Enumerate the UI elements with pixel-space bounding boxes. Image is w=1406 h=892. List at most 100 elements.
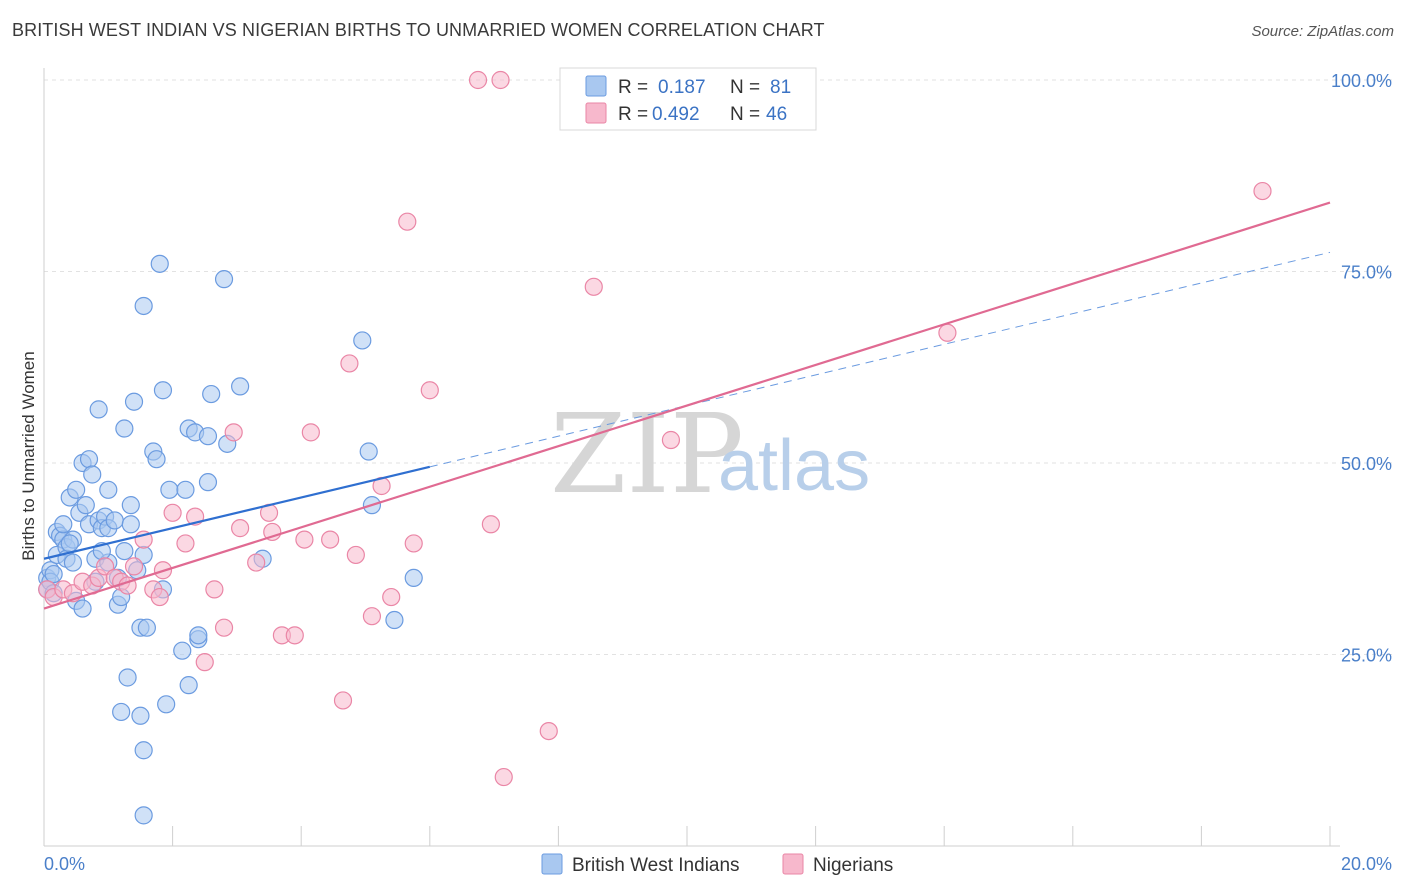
data-point [491, 70, 510, 90]
axes [43, 68, 1340, 847]
data-point [404, 568, 423, 588]
legend-r-label-2: R = [618, 104, 648, 125]
data-point [179, 676, 198, 695]
legend-n-label-2: N = [730, 104, 760, 125]
data-point [115, 541, 134, 561]
data-point [134, 741, 153, 760]
y-axis-title: Births to Unmarried Women [19, 351, 38, 560]
data-point [231, 519, 250, 538]
data-point [150, 254, 169, 273]
data-point [539, 721, 558, 741]
data-point [285, 626, 304, 645]
trend-lines [43, 201, 1331, 610]
x-tick-label-max: 20.0% [1341, 854, 1392, 874]
y-tick-label: 75.0% [1341, 263, 1392, 283]
data-point [176, 534, 195, 553]
x-ticks [43, 826, 1331, 846]
data-point [112, 702, 131, 722]
data-point [1253, 181, 1272, 201]
source-label: Source: ZipAtlas.com [1251, 23, 1394, 40]
data-point [121, 515, 140, 534]
data-point [147, 450, 166, 469]
series-legend-swatch-nigerians [782, 853, 804, 875]
data-point [938, 323, 957, 342]
data-point [584, 277, 603, 296]
data-point [160, 480, 179, 499]
data-point [115, 419, 134, 438]
data-point [494, 767, 513, 787]
series-legend-label-british-west-indians: British West Indians [572, 855, 740, 876]
data-point [63, 553, 83, 572]
data-point [150, 587, 169, 607]
x-tick-label-min: 0.0% [44, 854, 85, 874]
data-point [198, 473, 218, 492]
data-point [385, 610, 404, 630]
data-point [124, 557, 144, 576]
legend-n-value-2: 46 [766, 104, 787, 125]
data-point [67, 480, 86, 499]
y-tick-labels: 25.0% 50.0% 75.0% 100.0% [1331, 71, 1392, 666]
data-point [137, 618, 156, 637]
data-point [295, 530, 314, 549]
data-point [73, 599, 92, 618]
data-point [60, 534, 79, 553]
data-point [362, 607, 382, 626]
data-point [44, 564, 63, 584]
data-point [404, 534, 423, 553]
data-point [173, 641, 192, 660]
data-point [83, 465, 102, 484]
data-point [124, 392, 144, 411]
data-point [214, 618, 234, 637]
data-point [202, 384, 221, 404]
series-legend: British West Indians Nigerians [541, 853, 893, 876]
watermark-atlas: atlas [718, 426, 870, 506]
y-tick-label: 25.0% [1341, 646, 1392, 666]
series-british-west-indians [38, 254, 423, 825]
data-point [247, 553, 266, 572]
data-point [99, 480, 118, 499]
data-point [340, 354, 359, 373]
data-point [359, 442, 378, 461]
data-point [321, 530, 340, 549]
data-point [333, 691, 353, 710]
data-point [54, 515, 73, 534]
data-point [481, 515, 500, 534]
data-point [134, 806, 153, 825]
trend-line-british-west-indians [43, 465, 431, 560]
data-point [468, 70, 488, 90]
chart-title: BRITISH WEST INDIAN VS NIGERIAN BIRTHS T… [12, 20, 825, 40]
data-point [89, 400, 108, 419]
legend-r-value-1: 0.187 [658, 77, 706, 98]
legend: R = 0.187 N = 81 R = 0.492 N = 46 [559, 67, 817, 131]
trend-line-extension-british-west-indians [429, 251, 1331, 468]
series-legend-label-nigerians: Nigerians [813, 855, 893, 876]
series-legend-swatch-british-west-indians [541, 853, 563, 875]
data-point [118, 668, 137, 687]
data-point [153, 381, 173, 400]
data-point [398, 212, 417, 231]
data-point [198, 427, 218, 446]
data-point [382, 587, 401, 607]
y-tick-label: 100.0% [1331, 71, 1392, 91]
legend-swatch-nigerians [585, 102, 607, 124]
data-point [195, 653, 214, 672]
y-tick-label: 50.0% [1341, 454, 1392, 474]
data-point [121, 496, 140, 515]
legend-r-value-2: 0.492 [652, 104, 700, 125]
legend-r-label-1: R = [618, 77, 648, 98]
data-point [661, 430, 681, 450]
data-point [231, 377, 250, 396]
series-nigerians [38, 70, 1272, 787]
data-point [163, 503, 182, 522]
data-point [105, 511, 124, 530]
data-point [176, 480, 195, 499]
trend-line-nigerians [43, 201, 1331, 610]
data-point [79, 450, 99, 469]
data-point [214, 270, 234, 289]
watermark-zip: ZIP [550, 390, 744, 518]
data-point [189, 626, 208, 645]
data-point [301, 423, 320, 442]
data-point [134, 296, 153, 316]
data-point [157, 695, 176, 714]
